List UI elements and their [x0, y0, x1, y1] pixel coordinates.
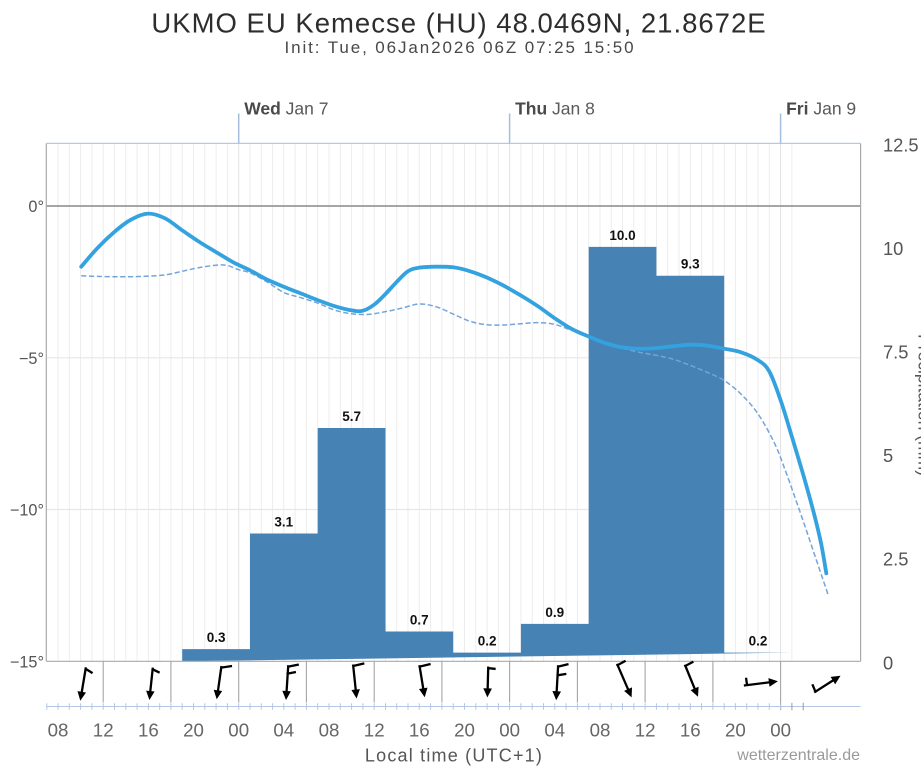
svg-text:16: 16	[138, 720, 159, 741]
svg-text:00: 00	[228, 720, 249, 741]
svg-text:0.2: 0.2	[478, 634, 497, 649]
svg-text:Wed Jan 7: Wed Jan 7	[244, 99, 328, 119]
svg-text:UKMO EU Kemecse (HU) 48.0469N,: UKMO EU Kemecse (HU) 48.0469N, 21.8672E	[151, 8, 766, 39]
svg-text:12: 12	[93, 720, 114, 741]
svg-text:Local time (UTC+1): Local time (UTC+1)	[365, 746, 543, 766]
svg-text:16: 16	[409, 720, 430, 741]
svg-text:2.5: 2.5	[883, 549, 908, 570]
svg-text:Thu Jan 8: Thu Jan 8	[515, 99, 595, 119]
svg-text:−10°: −10°	[10, 502, 44, 520]
svg-text:0: 0	[883, 652, 893, 673]
svg-text:12: 12	[635, 720, 656, 741]
svg-text:Fri Jan 9: Fri Jan 9	[786, 99, 856, 119]
svg-text:wetterzentrale.de: wetterzentrale.de	[736, 747, 860, 764]
svg-text:20: 20	[183, 720, 204, 741]
svg-text:00: 00	[499, 720, 520, 741]
svg-text:12.5: 12.5	[883, 134, 919, 155]
svg-text:16: 16	[680, 720, 701, 741]
svg-text:10: 10	[883, 238, 903, 259]
svg-text:0.2: 0.2	[749, 634, 768, 649]
svg-text:0.9: 0.9	[545, 605, 564, 620]
svg-text:5: 5	[883, 445, 893, 466]
svg-text:04: 04	[273, 720, 294, 741]
svg-text:7.5: 7.5	[883, 342, 908, 363]
svg-text:04: 04	[544, 720, 565, 741]
svg-text:Init: Tue, 06Jan2026 06Z 07:25: Init: Tue, 06Jan2026 06Z 07:25 15:50	[284, 38, 635, 57]
svg-text:0.3: 0.3	[207, 630, 226, 645]
svg-text:20: 20	[454, 720, 475, 741]
svg-text:12: 12	[364, 720, 385, 741]
svg-text:3.1: 3.1	[274, 515, 293, 530]
svg-text:20: 20	[725, 720, 746, 741]
svg-text:08: 08	[319, 720, 340, 741]
svg-text:08: 08	[48, 720, 69, 741]
svg-text:10.0: 10.0	[609, 228, 635, 243]
svg-text:9.3: 9.3	[681, 257, 700, 272]
svg-text:−15°: −15°	[10, 653, 44, 671]
svg-text:0.7: 0.7	[410, 613, 429, 628]
svg-text:08: 08	[590, 720, 611, 741]
svg-text:0°: 0°	[28, 198, 44, 216]
svg-text:5.7: 5.7	[342, 409, 361, 424]
svg-text:Precipitation (mm): Precipitation (mm)	[915, 334, 921, 476]
svg-text:00: 00	[770, 720, 791, 741]
svg-text:−5°: −5°	[19, 350, 44, 368]
